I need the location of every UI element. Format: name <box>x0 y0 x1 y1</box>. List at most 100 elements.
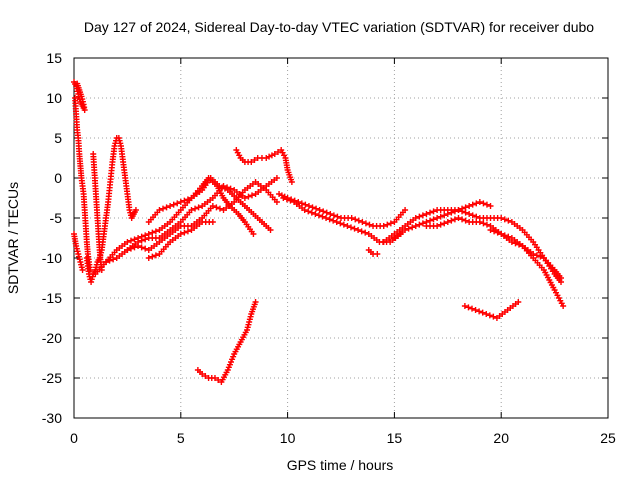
data-point <box>483 221 490 228</box>
series-pass-d <box>83 135 139 285</box>
data-point <box>199 371 206 377</box>
data-point <box>505 217 512 224</box>
data-point <box>170 201 177 208</box>
data-point <box>441 212 448 219</box>
data-point <box>462 209 469 216</box>
data-point <box>181 197 188 204</box>
data-point <box>451 208 458 215</box>
data-point <box>462 204 469 211</box>
series-pass-k <box>194 299 259 385</box>
data-point <box>103 259 110 265</box>
data-point <box>476 219 483 225</box>
data-point <box>319 213 326 220</box>
data-point <box>333 219 340 225</box>
data-point <box>448 209 455 216</box>
data-points <box>71 79 567 385</box>
data-point <box>455 207 462 213</box>
data-point <box>479 309 486 316</box>
data-point <box>374 251 381 257</box>
data-point <box>79 267 86 273</box>
data-point <box>490 313 497 320</box>
data-point <box>313 205 320 212</box>
data-point <box>132 207 139 213</box>
series-pass-b <box>72 95 94 273</box>
data-point <box>177 199 184 205</box>
y-tick-label: -10 <box>42 250 62 266</box>
data-point <box>327 211 334 217</box>
data-point <box>268 152 275 159</box>
x-tick-label: 5 <box>177 430 185 446</box>
data-point <box>287 197 294 204</box>
data-point <box>419 220 426 227</box>
data-point <box>195 204 202 211</box>
x-tick-label: 10 <box>280 430 296 446</box>
data-point <box>347 224 354 231</box>
data-point <box>498 215 505 221</box>
data-point <box>558 275 565 281</box>
data-point <box>131 244 138 251</box>
series-pass-i <box>145 219 216 261</box>
data-point <box>380 223 387 229</box>
data-point <box>110 256 117 263</box>
data-point <box>227 185 234 192</box>
y-tick-label: -25 <box>42 370 62 386</box>
data-point <box>487 203 494 209</box>
data-point <box>184 228 191 235</box>
series-pass-r <box>423 215 567 309</box>
data-point <box>451 216 458 223</box>
data-point <box>416 221 423 228</box>
data-point <box>163 204 170 211</box>
x-tick-label: 0 <box>70 430 78 446</box>
data-point <box>273 199 280 205</box>
data-point <box>273 175 280 181</box>
data-point <box>402 207 409 213</box>
data-point <box>441 220 448 227</box>
data-point <box>480 220 487 227</box>
data-point <box>469 212 476 219</box>
data-point <box>476 199 483 205</box>
grid <box>74 58 608 418</box>
data-point <box>412 223 419 229</box>
x-axis-label: GPS time / hours <box>287 457 394 473</box>
data-point <box>138 244 145 251</box>
data-point <box>473 200 480 207</box>
y-tick-label: -20 <box>42 330 62 346</box>
series-pass-e <box>90 151 105 273</box>
data-point <box>330 212 337 219</box>
data-point <box>444 211 451 217</box>
data-point <box>501 216 508 223</box>
data-point <box>135 243 142 249</box>
data-point <box>209 203 216 209</box>
y-tick-label: 15 <box>46 50 62 66</box>
data-point <box>138 237 145 244</box>
data-point <box>434 223 441 229</box>
data-point <box>145 255 152 261</box>
data-point <box>276 191 283 197</box>
data-point <box>455 215 462 221</box>
data-point <box>462 217 469 224</box>
data-point <box>351 225 358 232</box>
data-point <box>427 217 433 224</box>
data-point <box>320 208 327 215</box>
series-pass-o <box>365 247 381 257</box>
data-point <box>106 257 113 264</box>
data-point <box>359 219 366 225</box>
data-point <box>142 236 149 243</box>
data-point <box>309 204 316 211</box>
data-point <box>469 201 476 208</box>
data-point <box>308 209 315 216</box>
data-point <box>213 204 220 211</box>
data-point <box>74 80 81 87</box>
data-point <box>152 228 159 235</box>
x-tick-label: 25 <box>600 430 616 446</box>
y-tick-label: -15 <box>42 290 62 306</box>
data-point <box>174 200 181 207</box>
series-pass-l <box>233 147 295 185</box>
data-point <box>251 157 258 163</box>
data-point <box>505 233 512 240</box>
data-point <box>402 227 409 233</box>
series-pass-q <box>391 199 494 241</box>
data-point <box>249 192 255 199</box>
data-point <box>448 217 455 224</box>
